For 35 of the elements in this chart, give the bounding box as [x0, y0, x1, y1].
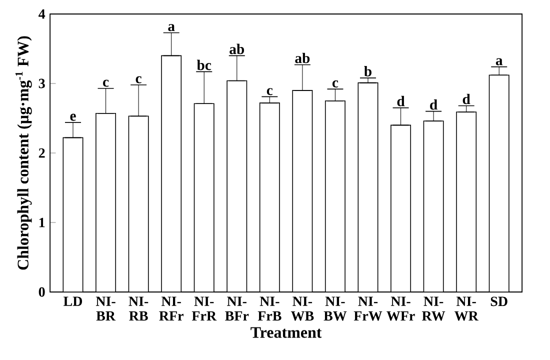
x-tick-label: NI-FrR — [192, 296, 217, 321]
x-tick-label: LD — [64, 296, 82, 306]
y-tick-label: 0 — [38, 287, 45, 297]
annotation: e — [70, 114, 76, 121]
annotation: c — [266, 88, 273, 96]
y-axis-title: Chlorophyll content (µg·mg$^{-1}$ FW) — [15, 36, 32, 270]
y-tick-label: 4 — [38, 9, 46, 19]
annotation: a — [496, 58, 503, 66]
x-tick-label: SD — [490, 296, 508, 306]
annotation: d — [430, 99, 438, 110]
x-tick-label: NI-RB — [128, 296, 148, 321]
annotation: d — [462, 94, 470, 104]
x-tick-label: NI-WB — [290, 296, 314, 321]
x-tick-label: NI-RFr — [159, 296, 184, 321]
annotation: b — [364, 66, 372, 76]
x-tick-label: NI-BFr — [225, 296, 249, 321]
annotation: d — [397, 96, 405, 106]
y-tick-label: 2 — [38, 148, 45, 158]
x-tick-label: NI-WR — [454, 296, 478, 321]
x-tick-label: NI-FrW — [354, 296, 382, 321]
annotation: c — [103, 80, 109, 87]
annotation: a — [168, 24, 175, 32]
annotation: bc — [196, 60, 212, 70]
annotation: c — [136, 76, 142, 84]
annotation: c — [332, 80, 338, 88]
x-axis-title: Treatment — [250, 327, 322, 338]
x-tick-label: NI-RW — [422, 296, 446, 321]
annotation: ab — [295, 52, 310, 64]
x-tick-label: NI-BR — [96, 296, 116, 321]
x-tick-label: NI-BW — [324, 296, 347, 321]
annotation: ab — [230, 44, 244, 54]
x-tick-label: NI-WFr — [386, 296, 415, 321]
x-tick-label: NI-FrB — [258, 296, 282, 321]
y-tick-label: 3 — [38, 78, 45, 88]
y-tick-label: 1 — [39, 218, 45, 228]
